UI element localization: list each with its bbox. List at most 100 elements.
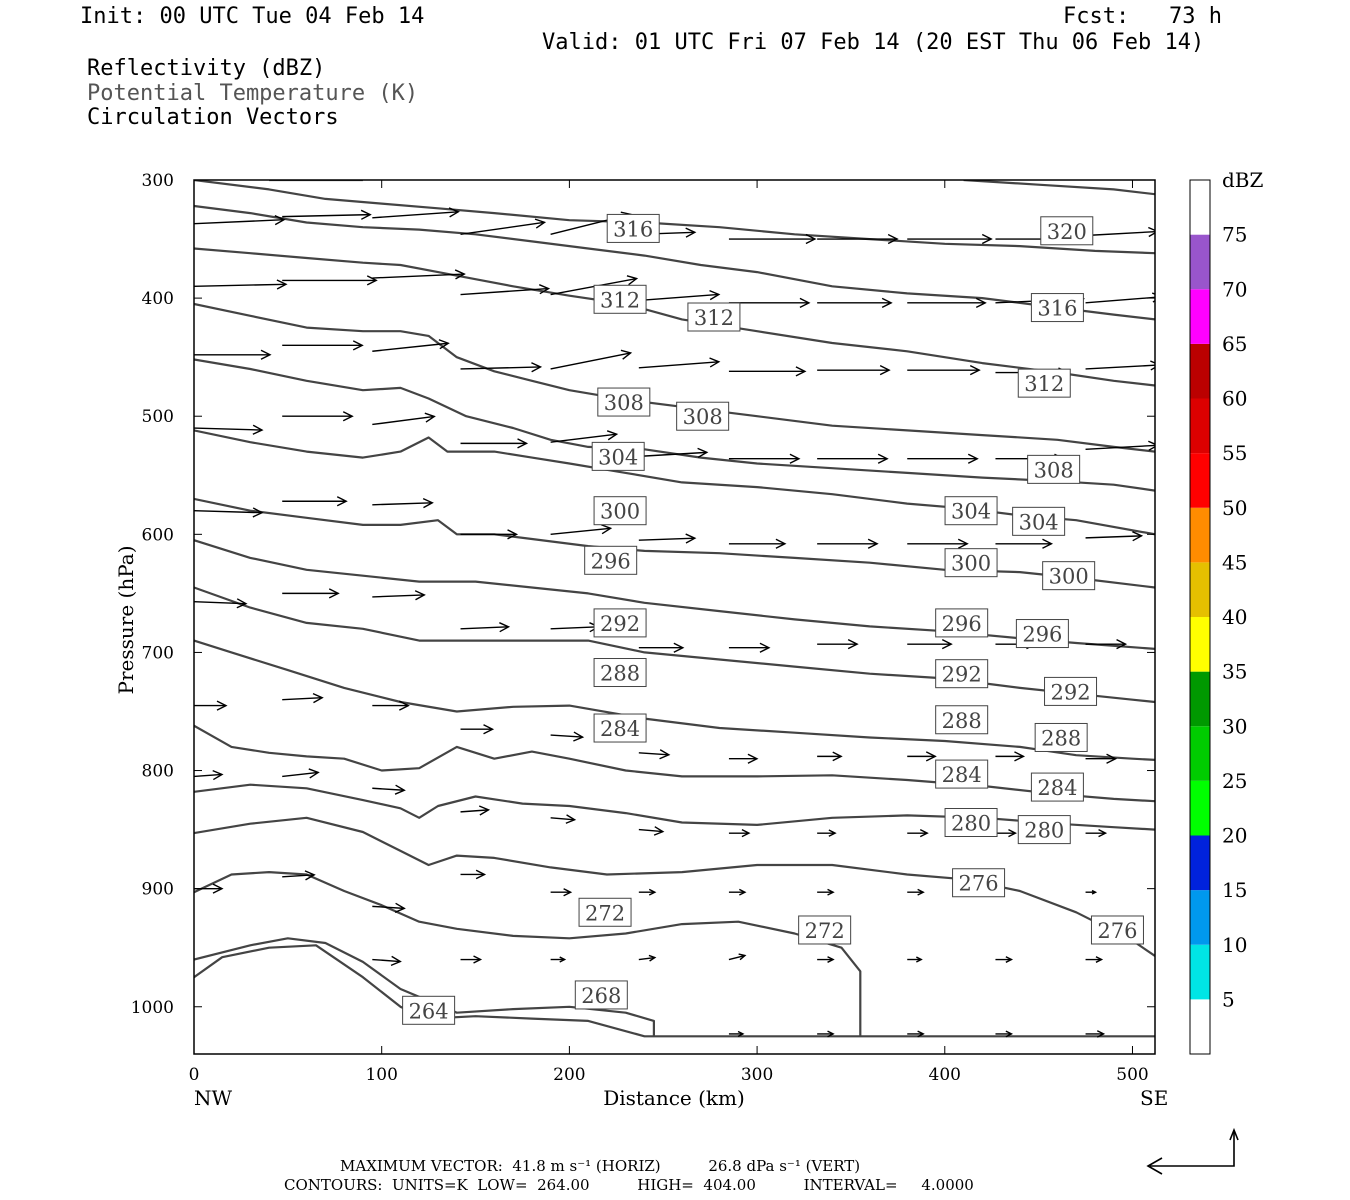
circulation-vector bbox=[638, 357, 721, 369]
contour-label: 316 bbox=[1030, 293, 1084, 323]
circulation-vector bbox=[372, 700, 410, 711]
circulation-vector bbox=[1085, 889, 1098, 895]
contour-label: 284 bbox=[935, 759, 989, 789]
y-tick-label: 1000 bbox=[131, 998, 174, 1018]
circulation-vector bbox=[817, 1030, 835, 1038]
x-end-label-se: SE bbox=[1140, 1086, 1168, 1110]
contour-label: 264 bbox=[402, 995, 456, 1025]
field-potential-temperature: Potential Temperature (K) bbox=[87, 81, 419, 106]
y-tick-label: 600 bbox=[142, 525, 174, 545]
circulation-vector bbox=[907, 888, 925, 896]
circulation-vector bbox=[728, 366, 807, 377]
circulation-vector bbox=[728, 753, 759, 764]
theta-contour-272 bbox=[194, 870, 862, 1037]
svg-text:268: 268 bbox=[581, 984, 621, 1008]
colorbar-segment bbox=[1190, 944, 1210, 1000]
svg-text:304: 304 bbox=[598, 445, 638, 469]
circulation-vector bbox=[638, 533, 697, 544]
theta-contour-312 bbox=[194, 302, 1155, 453]
circulation-vector bbox=[1085, 829, 1108, 838]
circulation-vector bbox=[550, 622, 601, 633]
circulation-vector bbox=[194, 424, 264, 435]
circulation-vector bbox=[728, 297, 811, 308]
colorbar-segment bbox=[1190, 180, 1210, 235]
colorbar: 5 10 15 20 25 30 35 40 45 50 55 60 65 70 75 bbox=[1189, 179, 1247, 1055]
circulation-vector bbox=[995, 956, 1014, 963]
circulation-vector bbox=[728, 453, 801, 464]
x-end-label-nw: NW bbox=[194, 1086, 233, 1110]
colorbar-segment bbox=[1190, 671, 1210, 727]
circulation-vector bbox=[460, 284, 551, 296]
circulation-vector bbox=[460, 622, 511, 633]
svg-text:308: 308 bbox=[683, 405, 723, 429]
contour-label: 284 bbox=[593, 713, 647, 743]
circulation-vector bbox=[1085, 226, 1155, 238]
circulation-vector bbox=[282, 692, 324, 704]
contour-label: 276 bbox=[1090, 915, 1144, 945]
circulation-vector bbox=[282, 588, 340, 599]
circulation-vector bbox=[995, 751, 1026, 762]
x-tick-label: 300 bbox=[741, 1065, 773, 1085]
svg-text:300: 300 bbox=[951, 552, 991, 576]
circulation-vector bbox=[550, 888, 573, 897]
colorbar-segment bbox=[1190, 343, 1210, 399]
circulation-vector bbox=[194, 598, 248, 609]
svg-text:296: 296 bbox=[591, 549, 631, 573]
y-tick-label: 500 bbox=[142, 407, 174, 427]
colorbar-segment bbox=[1190, 234, 1210, 290]
field-reflectivity: Reflectivity (dBZ) bbox=[87, 56, 326, 81]
circulation-vector bbox=[1085, 360, 1155, 371]
circulation-vector bbox=[372, 902, 406, 913]
circulation-vector bbox=[728, 829, 751, 838]
circulation-vector bbox=[372, 339, 450, 352]
x-axis-label: Distance (km) bbox=[603, 1086, 745, 1110]
circulation-vector bbox=[372, 955, 402, 967]
svg-text:292: 292 bbox=[1050, 680, 1090, 704]
y-tick-label: 300 bbox=[142, 171, 174, 191]
svg-text:276: 276 bbox=[959, 872, 999, 896]
axes: 0 100 200 300 400 500 300 400 500 600 700 800 900 100… bbox=[131, 171, 1155, 1085]
contour-label: 316 bbox=[606, 213, 660, 243]
contour-label: 308 bbox=[597, 387, 651, 417]
circulation-vector bbox=[817, 365, 891, 376]
contour-label: 288 bbox=[935, 705, 989, 735]
circulation-vector bbox=[372, 497, 434, 509]
colorbar-segment bbox=[1190, 289, 1210, 344]
circulation-vector bbox=[907, 297, 987, 308]
circulation-vector bbox=[728, 642, 771, 653]
contour-label: 308 bbox=[1027, 454, 1081, 484]
circulation-vector bbox=[907, 233, 993, 245]
circulation-vector bbox=[817, 639, 859, 650]
circulation-vector bbox=[907, 751, 937, 762]
circulation-vector bbox=[907, 1030, 925, 1038]
svg-text:292: 292 bbox=[600, 612, 640, 636]
contour-label: 292 bbox=[935, 659, 989, 689]
svg-text:288: 288 bbox=[1041, 726, 1081, 750]
circulation-vector bbox=[638, 826, 665, 836]
x-tick-label: 400 bbox=[929, 1065, 961, 1085]
colorbar-tick-label: 65 bbox=[1222, 332, 1247, 356]
contour-label: 312 bbox=[1017, 368, 1071, 398]
svg-text:308: 308 bbox=[1034, 458, 1074, 482]
svg-text:320: 320 bbox=[1047, 220, 1087, 244]
contour-label: 268 bbox=[574, 980, 628, 1010]
svg-text:280: 280 bbox=[1024, 819, 1064, 843]
circulation-vector bbox=[728, 1030, 745, 1037]
circulation-vector bbox=[194, 700, 228, 711]
svg-text:288: 288 bbox=[942, 709, 982, 733]
svg-text:308: 308 bbox=[604, 391, 644, 415]
circulation-vector bbox=[1085, 639, 1128, 650]
colorbar-unit-label: dBZ bbox=[1222, 168, 1264, 192]
svg-text:316: 316 bbox=[613, 217, 653, 241]
circulation-vector bbox=[460, 529, 519, 540]
circulation-vector bbox=[194, 769, 224, 781]
colorbar-segment bbox=[1190, 726, 1210, 781]
colorbar-tick-label: 50 bbox=[1222, 496, 1247, 520]
circulation-vector bbox=[460, 724, 495, 735]
circulation-vector bbox=[460, 955, 483, 964]
contour-label: 280 bbox=[1017, 815, 1071, 845]
y-tick-label: 900 bbox=[142, 880, 174, 900]
circulation-vector bbox=[550, 524, 613, 536]
circulation-vector bbox=[282, 209, 372, 220]
